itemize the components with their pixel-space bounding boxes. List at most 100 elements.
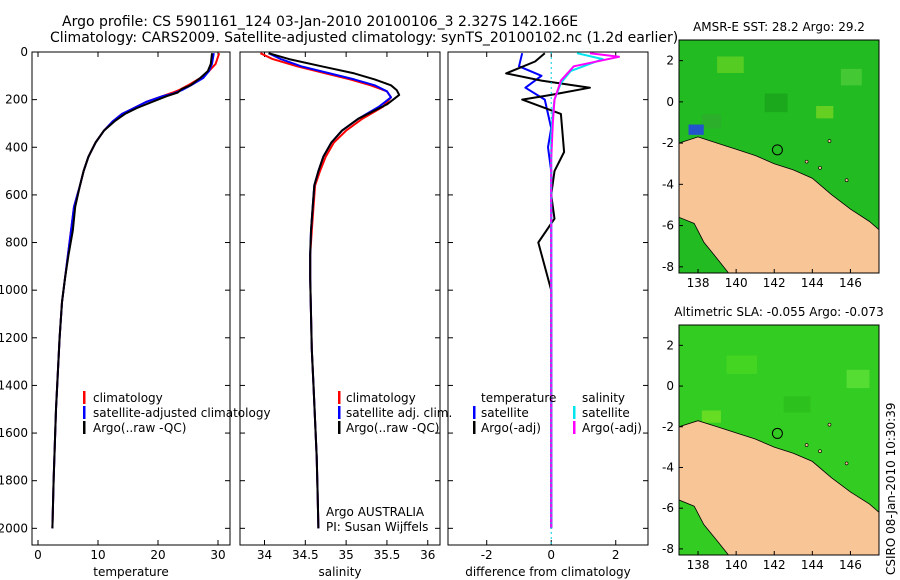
plot-frame bbox=[447, 51, 649, 546]
map-y-tick-label: 2 bbox=[666, 54, 674, 68]
island bbox=[844, 178, 849, 183]
y-tick-label: 2000 bbox=[0, 521, 28, 535]
x-tick-label: 35 bbox=[338, 548, 353, 562]
legend-swatch-argo bbox=[83, 421, 86, 434]
x-tick-label: 30 bbox=[210, 548, 225, 562]
map-y-tick-label: -4 bbox=[662, 460, 674, 474]
y-tick-label: 400 bbox=[5, 140, 28, 154]
island bbox=[827, 139, 832, 143]
map-x-tick-label: 140 bbox=[725, 276, 748, 290]
data-patch bbox=[717, 56, 744, 73]
legend-label: satellite adj. clim. bbox=[346, 406, 452, 420]
climatology-subtitle: Climatology: CARS2009. Satellite-adjuste… bbox=[50, 30, 678, 46]
legend-header-temperature: temperature bbox=[481, 391, 556, 405]
data-patch bbox=[846, 369, 870, 389]
map-y-tick-label: -2 bbox=[662, 136, 674, 150]
sla-map: Altimetric SLA: -0.055 Argo: -0.073 138 14… bbox=[662, 305, 884, 572]
data-patch bbox=[726, 355, 758, 374]
island bbox=[844, 461, 849, 466]
legend-swatch-temp-argo bbox=[473, 421, 476, 434]
island bbox=[804, 159, 809, 164]
legend-label: climatology bbox=[346, 391, 416, 405]
legend-swatch-argo bbox=[338, 421, 341, 434]
legend-label: Argo(..raw -QC) bbox=[93, 421, 186, 435]
salinity-legend: climatology satellite adj. clim. Argo(..… bbox=[326, 391, 452, 534]
legend-header-salinity: salinity bbox=[582, 391, 625, 405]
map-y-tick-label: -4 bbox=[662, 177, 674, 191]
series-line bbox=[51, 53, 213, 529]
sst-map: AMSR-E SST: 28.2 Argo: 29.2 138 140 142 144 1… bbox=[662, 20, 880, 290]
y-tick-label: 600 bbox=[5, 188, 28, 202]
salinity-panel: 34 34.5 35 35.5 36 salinity bbox=[239, 51, 441, 579]
legend-label: Argo(-adj) bbox=[481, 421, 541, 435]
y-tick-label: 1200 bbox=[0, 331, 28, 345]
map-y-tick-label: -8 bbox=[662, 260, 674, 274]
x-tick-label: -2 bbox=[481, 548, 493, 562]
x-tick-label: 20 bbox=[150, 548, 165, 562]
x-tick-label: 35.5 bbox=[374, 548, 401, 562]
map-x-tick-label: 144 bbox=[801, 276, 824, 290]
legend-label: satellite-adjusted climatology bbox=[93, 406, 271, 420]
map-frame bbox=[678, 324, 880, 556]
difference-legend: temperature satellite Argo(-adj) salinit… bbox=[473, 391, 642, 435]
x-tick-label: 10 bbox=[90, 548, 105, 562]
x-axis-label: temperature bbox=[93, 565, 168, 579]
x-tick-label: 2 bbox=[612, 548, 620, 562]
legend-swatch-satellite bbox=[83, 406, 86, 419]
difference-panel: -2 0 2 difference from climatology bbox=[447, 51, 649, 579]
legend-swatch-climatology bbox=[338, 391, 341, 404]
plot-frame bbox=[31, 51, 231, 546]
island bbox=[818, 166, 822, 170]
map-title: AMSR-E SST: 28.2 Argo: 29.2 bbox=[693, 20, 865, 34]
plot-frame bbox=[239, 51, 441, 546]
map-y-tick-label: -6 bbox=[662, 219, 674, 233]
x-axis-label: difference from climatology bbox=[465, 565, 631, 579]
island bbox=[804, 443, 809, 447]
map-title: Altimetric SLA: -0.055 Argo: -0.073 bbox=[674, 305, 883, 319]
data-patch bbox=[701, 410, 721, 423]
y-tick-label: 200 bbox=[5, 93, 28, 107]
map-x-tick-label: 142 bbox=[763, 558, 786, 572]
map-y-tick-label: -8 bbox=[662, 542, 674, 556]
profile-title: Argo profile: CS 5901161_124 03-Jan-2010… bbox=[62, 14, 578, 30]
temperature-panel: 0 10 20 30 temperature 0 200 400 600 800 1000 1200 1… bbox=[0, 45, 231, 579]
legend-label: Argo(-adj) bbox=[582, 421, 642, 435]
island bbox=[827, 422, 832, 427]
temperature-legend: climatology satellite-adjusted climatolo… bbox=[83, 391, 271, 435]
legend-label: satellite bbox=[582, 406, 630, 420]
x-axis-label: salinity bbox=[318, 565, 361, 579]
map-x-tick-label: 144 bbox=[801, 558, 824, 572]
legend-swatch-satellite bbox=[338, 406, 341, 419]
float-pi: PI: Susan Wijffels bbox=[326, 520, 428, 534]
map-x-tick-label: 138 bbox=[687, 558, 710, 572]
legend-swatch-sal-satellite bbox=[573, 406, 576, 419]
map-x-tick-label: 140 bbox=[725, 558, 748, 572]
data-patch bbox=[688, 124, 704, 135]
island bbox=[818, 449, 822, 453]
data-patch bbox=[783, 396, 811, 413]
argo-location-marker bbox=[771, 144, 783, 156]
map-y-tick-label: -6 bbox=[662, 501, 674, 515]
timestamp-stamp: CSIRO 08-Jan-2010 10:30:39 bbox=[884, 403, 898, 575]
map-y-tick-label: -2 bbox=[662, 420, 674, 434]
y-tick-label: 1600 bbox=[0, 426, 28, 440]
x-tick-label: 34.5 bbox=[292, 548, 319, 562]
data-patch bbox=[840, 68, 862, 86]
map-y-tick-label: 2 bbox=[666, 338, 674, 352]
y-tick-label: 1800 bbox=[0, 474, 28, 488]
x-tick-label: 34 bbox=[257, 548, 272, 562]
legend-label: Argo(..raw -QC) bbox=[346, 421, 439, 435]
data-patch bbox=[816, 105, 834, 119]
legend-swatch-temp-satellite bbox=[473, 406, 476, 419]
legend-swatch-sal-argo bbox=[573, 421, 576, 434]
argo-location-marker bbox=[771, 427, 783, 439]
y-tick-label: 0 bbox=[20, 45, 28, 59]
map-frame bbox=[678, 39, 880, 274]
y-tick-label: 800 bbox=[5, 236, 28, 250]
map-x-tick-label: 142 bbox=[763, 276, 786, 290]
legend-swatch-climatology bbox=[83, 391, 86, 404]
x-tick-label: 0 bbox=[547, 548, 555, 562]
float-owner: Argo AUSTRALIA bbox=[326, 505, 425, 519]
map-y-tick-label: 0 bbox=[666, 95, 674, 109]
map-x-tick-label: 138 bbox=[687, 276, 710, 290]
